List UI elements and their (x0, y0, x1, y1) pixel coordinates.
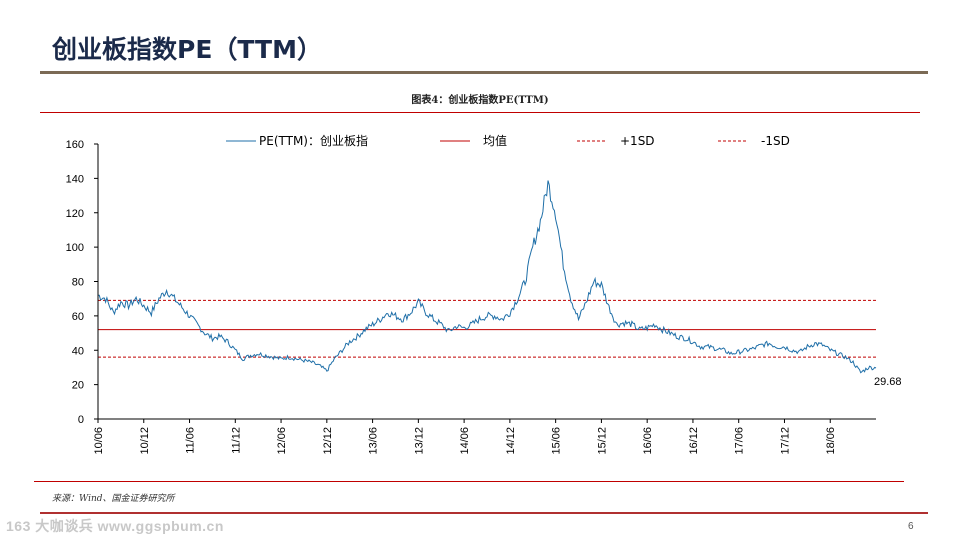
figure-top-rule (40, 112, 920, 113)
x-tick-label: 17/12 (779, 427, 791, 455)
legend-label-4: -1SD (761, 134, 790, 148)
x-tick-label: 10/06 (93, 427, 105, 455)
x-tick-label: 15/12 (596, 427, 608, 455)
figure-title: 图表4：创业板指数PE(TTM) (411, 95, 549, 106)
y-tick-label: 140 (66, 173, 84, 185)
x-tick-label: 15/06 (551, 427, 563, 455)
x-tick-label: 11/12 (230, 427, 242, 454)
x-tick-label: 12/12 (322, 427, 334, 455)
x-tick-label: 12/06 (276, 427, 288, 455)
y-tick-label: 40 (72, 345, 84, 357)
legend-label-3: +1SD (620, 134, 655, 148)
legend-label-1: PE(TTM)：创业板指 (259, 133, 368, 148)
slide-title: 创业板指数PE（TTM） (52, 35, 322, 64)
x-tick-label: 14/06 (459, 427, 471, 455)
y-tick-label: 160 (66, 139, 84, 151)
y-tick-label: 80 (72, 277, 84, 289)
plot-area: 29.68 (98, 180, 902, 388)
page-number: 6 (908, 521, 914, 532)
legend-label-2: 均值 (483, 133, 507, 148)
y-tick-label: 100 (66, 242, 84, 254)
x-tick-label: 11/06 (185, 427, 197, 454)
x-tick-label: 17/06 (734, 427, 746, 455)
x-tick-label: 13/12 (413, 427, 425, 455)
chart-axes: 0 20 40 60 80 100 120 140 160 10/06 10/12 11/06 11/1… (66, 139, 876, 455)
y-tick-label: 120 (66, 208, 84, 220)
title-divider (40, 71, 928, 74)
x-tick-label: 13/06 (368, 427, 380, 455)
y-tick-label: 0 (78, 414, 84, 426)
y-tick-label: 60 (72, 311, 84, 323)
x-tick-label: 18/06 (825, 427, 837, 455)
chart-legend: PE(TTM)：创业板指 均值 +1SD -1SD (226, 133, 790, 148)
y-tick-label: 20 (72, 380, 84, 392)
pe-ttm-series-line (98, 180, 877, 374)
x-tick-label: 16/12 (688, 427, 700, 455)
figure-source: 来源：Wind、国金证券研究所 (52, 494, 175, 504)
x-tick-label: 14/12 (505, 427, 517, 455)
x-tick-label: 16/06 (642, 427, 654, 455)
x-tick-label: 10/12 (139, 427, 151, 455)
last-value-label: 29.68 (874, 376, 902, 388)
figure-bottom-rule (34, 481, 904, 482)
footer-divider (40, 512, 928, 514)
watermark: 163 大咖谈兵 www.ggspbum.cn (6, 518, 224, 534)
